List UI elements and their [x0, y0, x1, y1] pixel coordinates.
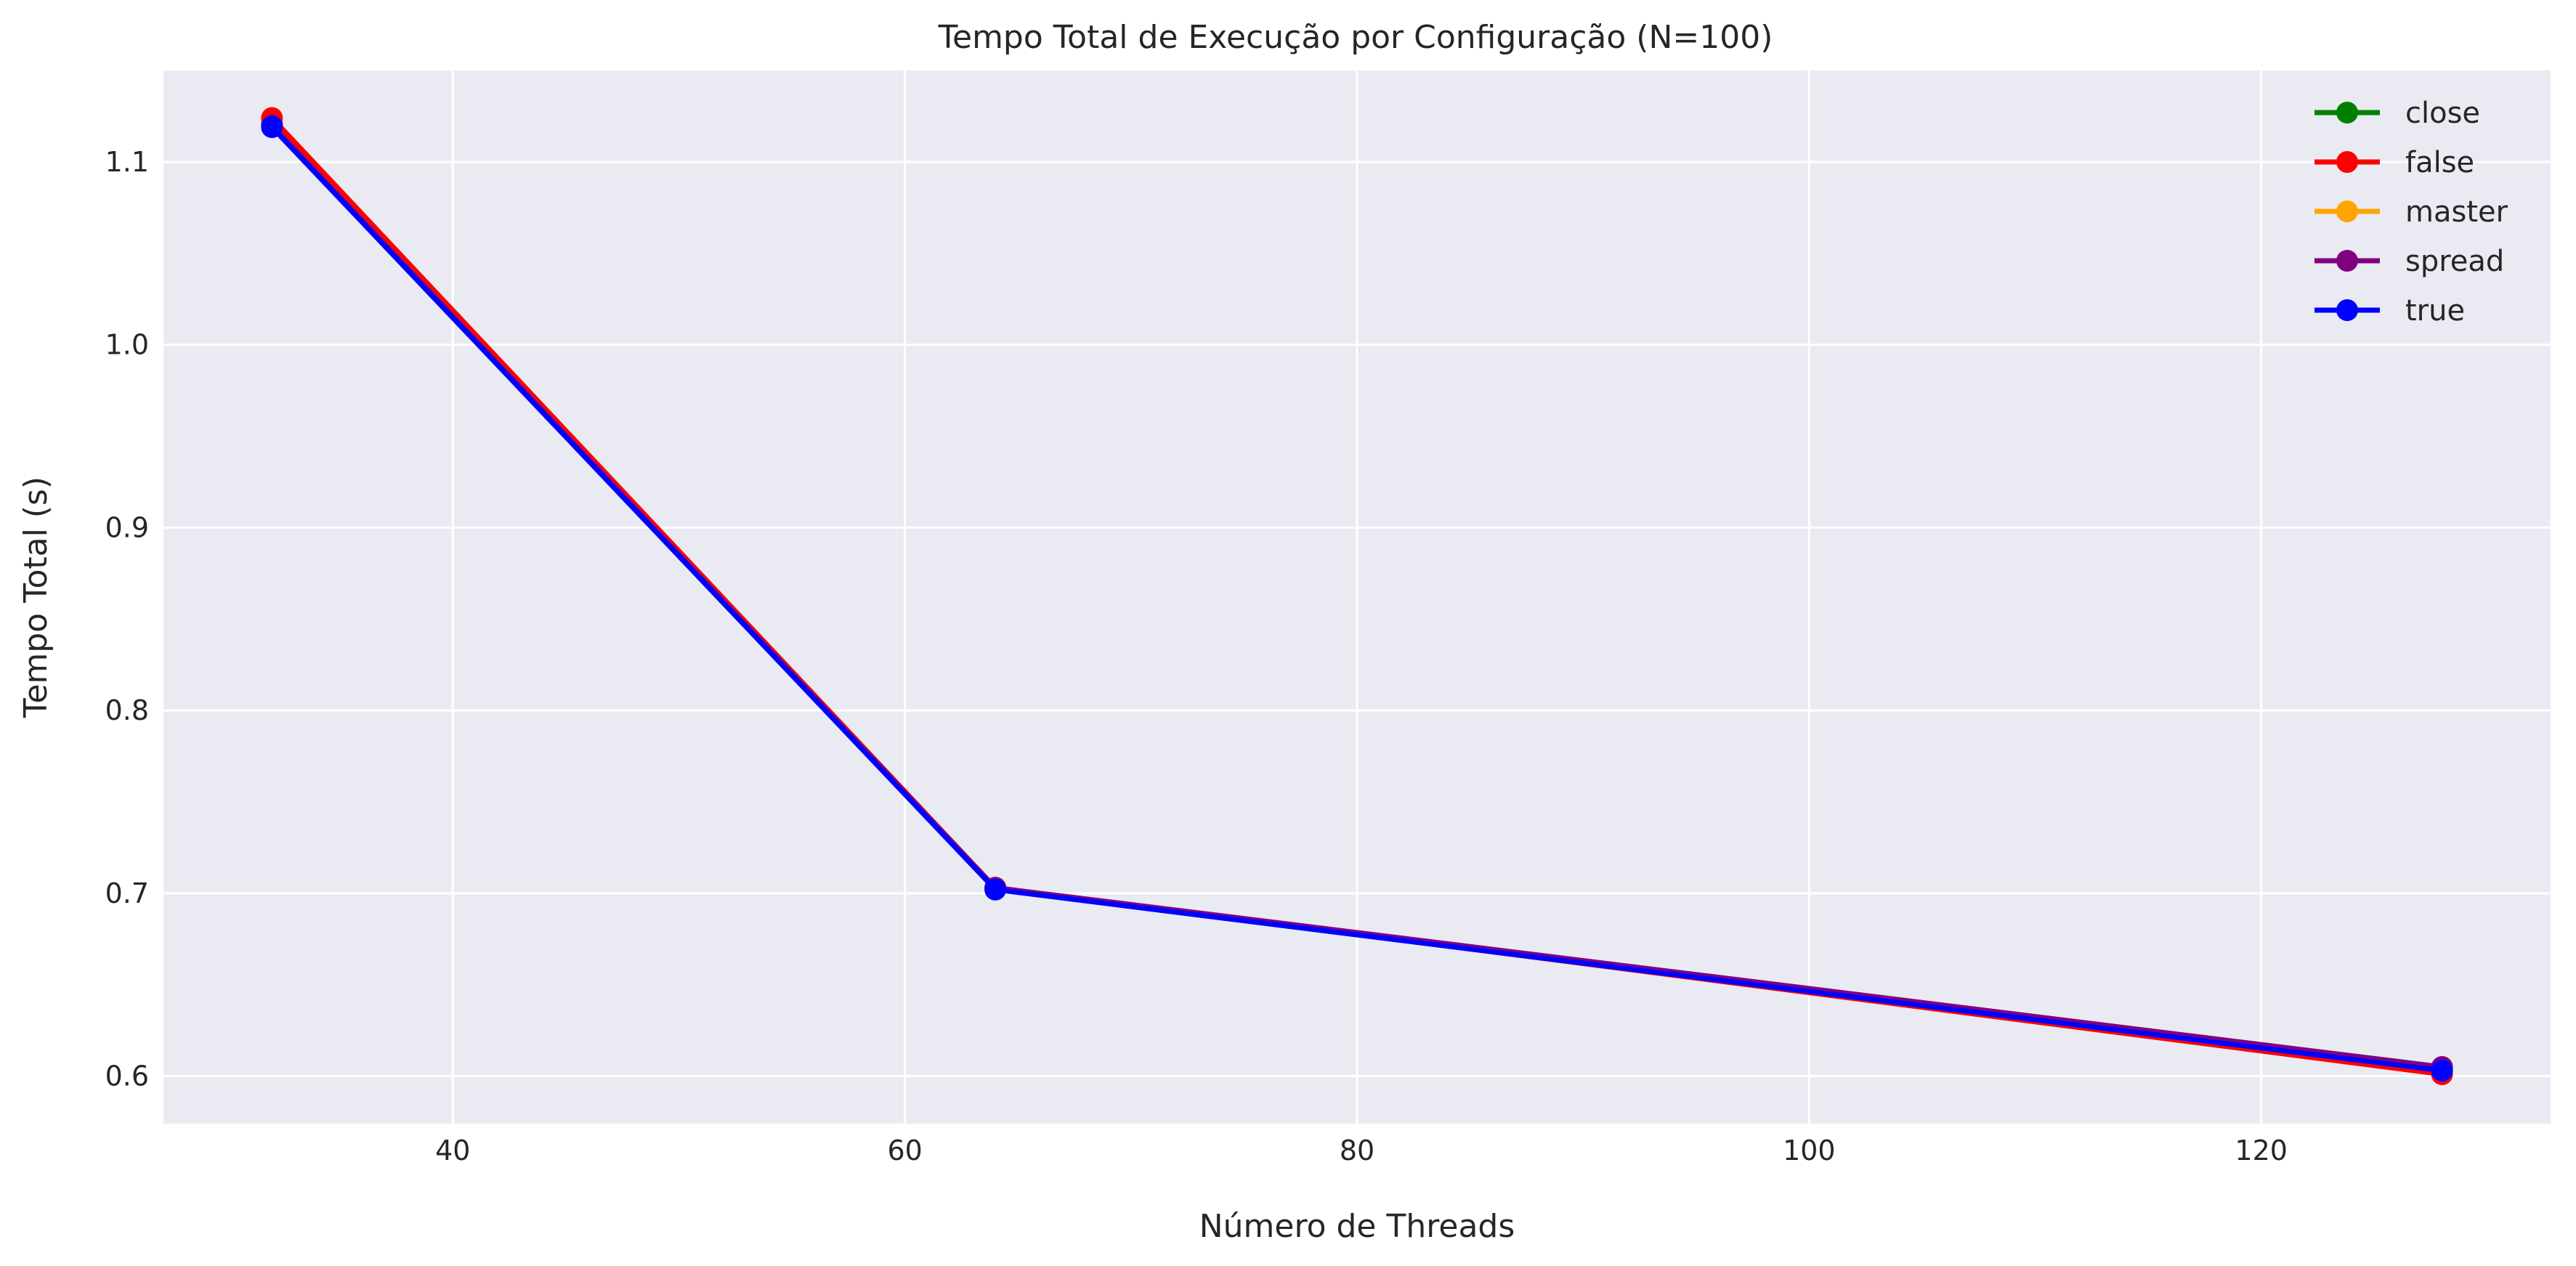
grid-lines	[163, 70, 2551, 1124]
series-layer	[261, 107, 2453, 1086]
legend-label: spread	[2405, 245, 2504, 278]
y-axis-label: Tempo Total (s)	[17, 476, 54, 718]
x-tick-label: 60	[887, 1135, 922, 1166]
legend-swatch-marker	[2336, 299, 2358, 321]
legend-item-false: false	[2314, 146, 2474, 179]
x-tick-label: 80	[1340, 1135, 1374, 1166]
legend-item-close: close	[2314, 97, 2480, 130]
x-axis-label: Número de Threads	[1199, 1208, 1515, 1245]
legend-swatch-marker	[2336, 200, 2358, 222]
legend-swatch-marker	[2336, 151, 2358, 173]
x-tick-label: 40	[435, 1135, 470, 1166]
data-point-true	[261, 116, 283, 139]
legend-label: false	[2405, 146, 2474, 179]
data-point-true	[2431, 1059, 2453, 1082]
legend-item-spread: spread	[2314, 245, 2504, 278]
legend-item-master: master	[2314, 195, 2508, 229]
legend: close false master spread true	[2314, 97, 2508, 328]
legend-swatch-marker	[2336, 250, 2358, 272]
y-tick-label: 1.1	[105, 146, 149, 178]
legend-label: master	[2405, 195, 2508, 229]
y-tick-label: 1.0	[105, 329, 149, 361]
y-tick-label: 0.7	[105, 877, 149, 909]
tick-labels: 40 60 80 100 120 0.6 0.7 0.8 0.9 1.0 1.1	[105, 146, 2288, 1166]
legend-label: close	[2405, 97, 2480, 130]
y-tick-label: 0.8	[105, 694, 149, 726]
y-tick-label: 0.9	[105, 511, 149, 543]
legend-swatch-marker	[2336, 102, 2358, 123]
legend-item-true: true	[2314, 294, 2465, 328]
data-point-true	[984, 878, 1007, 901]
series-true	[261, 116, 2453, 1082]
x-tick-label: 120	[2235, 1135, 2288, 1166]
x-tick-label: 100	[1783, 1135, 1836, 1166]
legend-label: true	[2405, 294, 2465, 328]
y-tick-label: 0.6	[105, 1060, 149, 1092]
chart-title: Tempo Total de Execução por Configuração…	[938, 19, 1773, 56]
